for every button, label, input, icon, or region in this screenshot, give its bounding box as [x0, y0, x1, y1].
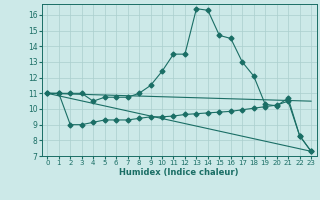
X-axis label: Humidex (Indice chaleur): Humidex (Indice chaleur)	[119, 168, 239, 177]
